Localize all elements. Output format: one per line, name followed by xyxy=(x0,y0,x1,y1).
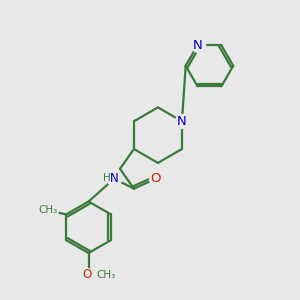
Text: CH₃: CH₃ xyxy=(39,206,58,215)
Text: N: N xyxy=(110,172,118,185)
Text: CH₃: CH₃ xyxy=(97,270,116,280)
Text: H: H xyxy=(103,173,111,183)
Text: N: N xyxy=(193,39,202,52)
Text: O: O xyxy=(82,268,91,281)
Text: N: N xyxy=(177,115,187,128)
Text: O: O xyxy=(150,172,161,185)
